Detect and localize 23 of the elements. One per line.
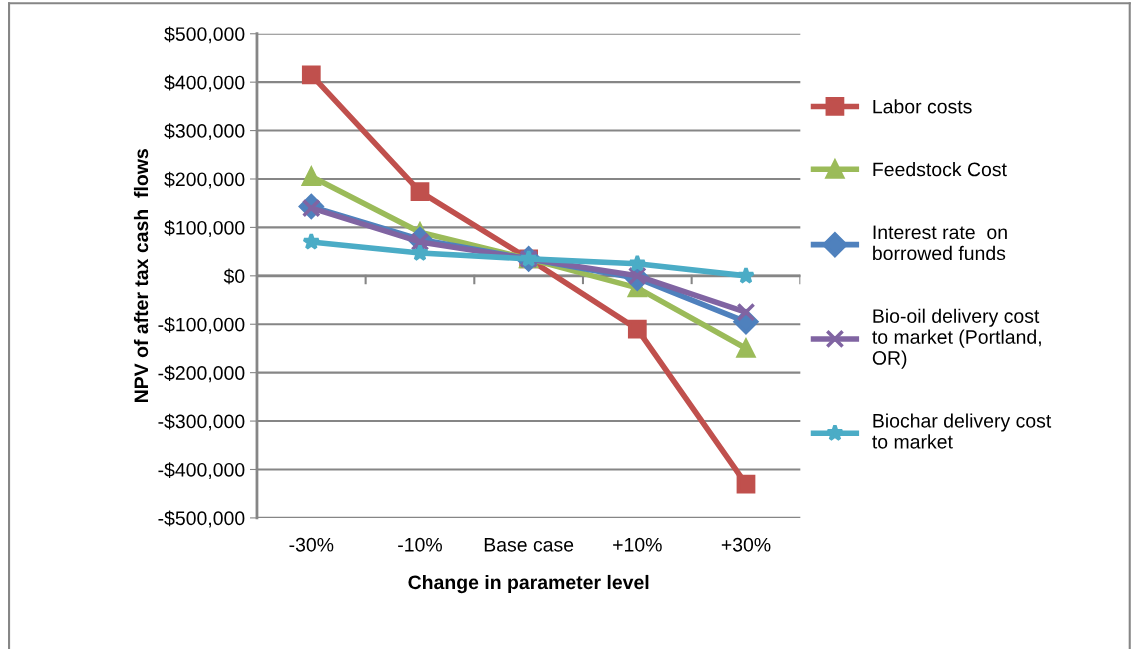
y-tick-label: $500,000 — [164, 26, 245, 44]
y-tick-label: $200,000 — [164, 171, 245, 189]
x-tick-label: Base case — [484, 538, 574, 552]
x-tick-label: +10% — [613, 537, 662, 552]
y-tick-label: $100,000 — [164, 220, 245, 237]
y-tick-label: -$100,000 — [158, 316, 245, 334]
legend-label: Biochar delivery cost to market — [872, 413, 1052, 449]
y-axis-title: NPV of after tax cash flows — [133, 149, 149, 403]
y-tick-label: -$400,000 — [158, 462, 245, 480]
y-tick-label: $400,000 — [164, 74, 245, 92]
legend-label: Bio-oil delivery cost to market (Portland, OR) — [872, 308, 1041, 369]
y-tick-label: -$500,000 — [158, 510, 245, 528]
legend-label: Labor costs — [873, 99, 972, 114]
y-tick-label: -$200,000 — [158, 365, 245, 383]
x-tick-label: -30% — [289, 537, 334, 552]
x-tick-label: -10% — [398, 537, 442, 552]
x-tick-label: +30% — [721, 537, 771, 552]
y-tick-label: -$300,000 — [158, 413, 245, 431]
y-tick-label: $300,000 — [164, 123, 245, 141]
legend-label: Feedstock Cost — [873, 162, 1007, 177]
legend-label: Interest rate on borrowed funds — [873, 225, 1007, 261]
y-tick-label: $0 — [223, 268, 245, 285]
x-axis-title: Change in parameter level — [408, 574, 649, 594]
